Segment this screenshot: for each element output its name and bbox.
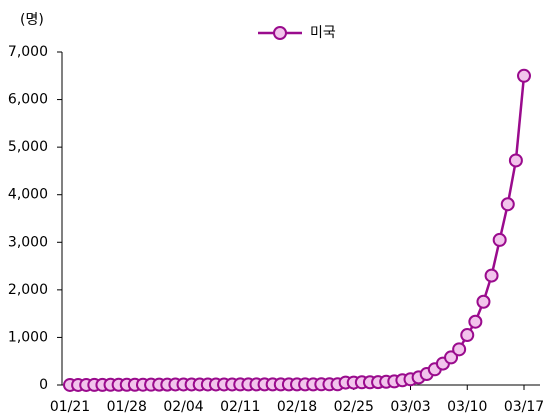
marker	[517, 68, 531, 83]
y-axis-unit: (명)	[20, 12, 44, 28]
x-tick-label: 03/17	[504, 399, 544, 415]
x-tick-label: 03/10	[447, 399, 487, 415]
marker	[476, 294, 491, 309]
y-tick-label: 6,000	[8, 92, 48, 108]
legend-label: 미국	[310, 25, 336, 41]
x-tick-label: 01/21	[50, 399, 90, 415]
marker	[468, 314, 483, 329]
y-tick-label: 3,000	[8, 234, 48, 250]
marker	[500, 197, 515, 212]
y-tick-label: 1,000	[8, 329, 48, 345]
x-tick-label: 02/25	[334, 399, 374, 415]
series-line	[70, 75, 526, 387]
y-tick-label: 5,000	[8, 139, 48, 155]
y-tick-label: 4,000	[8, 187, 48, 203]
x-tick-label: 02/18	[277, 399, 317, 415]
y-tick-label: 2,000	[8, 282, 48, 298]
x-tick-label: 01/28	[107, 399, 147, 415]
y-tick-label: 7,000	[8, 44, 48, 60]
x-tick-label: 02/11	[220, 399, 260, 415]
y-tick-label: 0	[39, 377, 48, 393]
marker	[444, 350, 459, 365]
legend-marker	[273, 26, 287, 40]
marker	[492, 232, 507, 247]
x-tick-label: 02/04	[163, 399, 203, 415]
x-tick-label: 03/03	[390, 399, 430, 415]
marker	[508, 153, 523, 168]
marker	[452, 342, 467, 357]
marker	[460, 328, 475, 343]
marker	[484, 268, 499, 283]
